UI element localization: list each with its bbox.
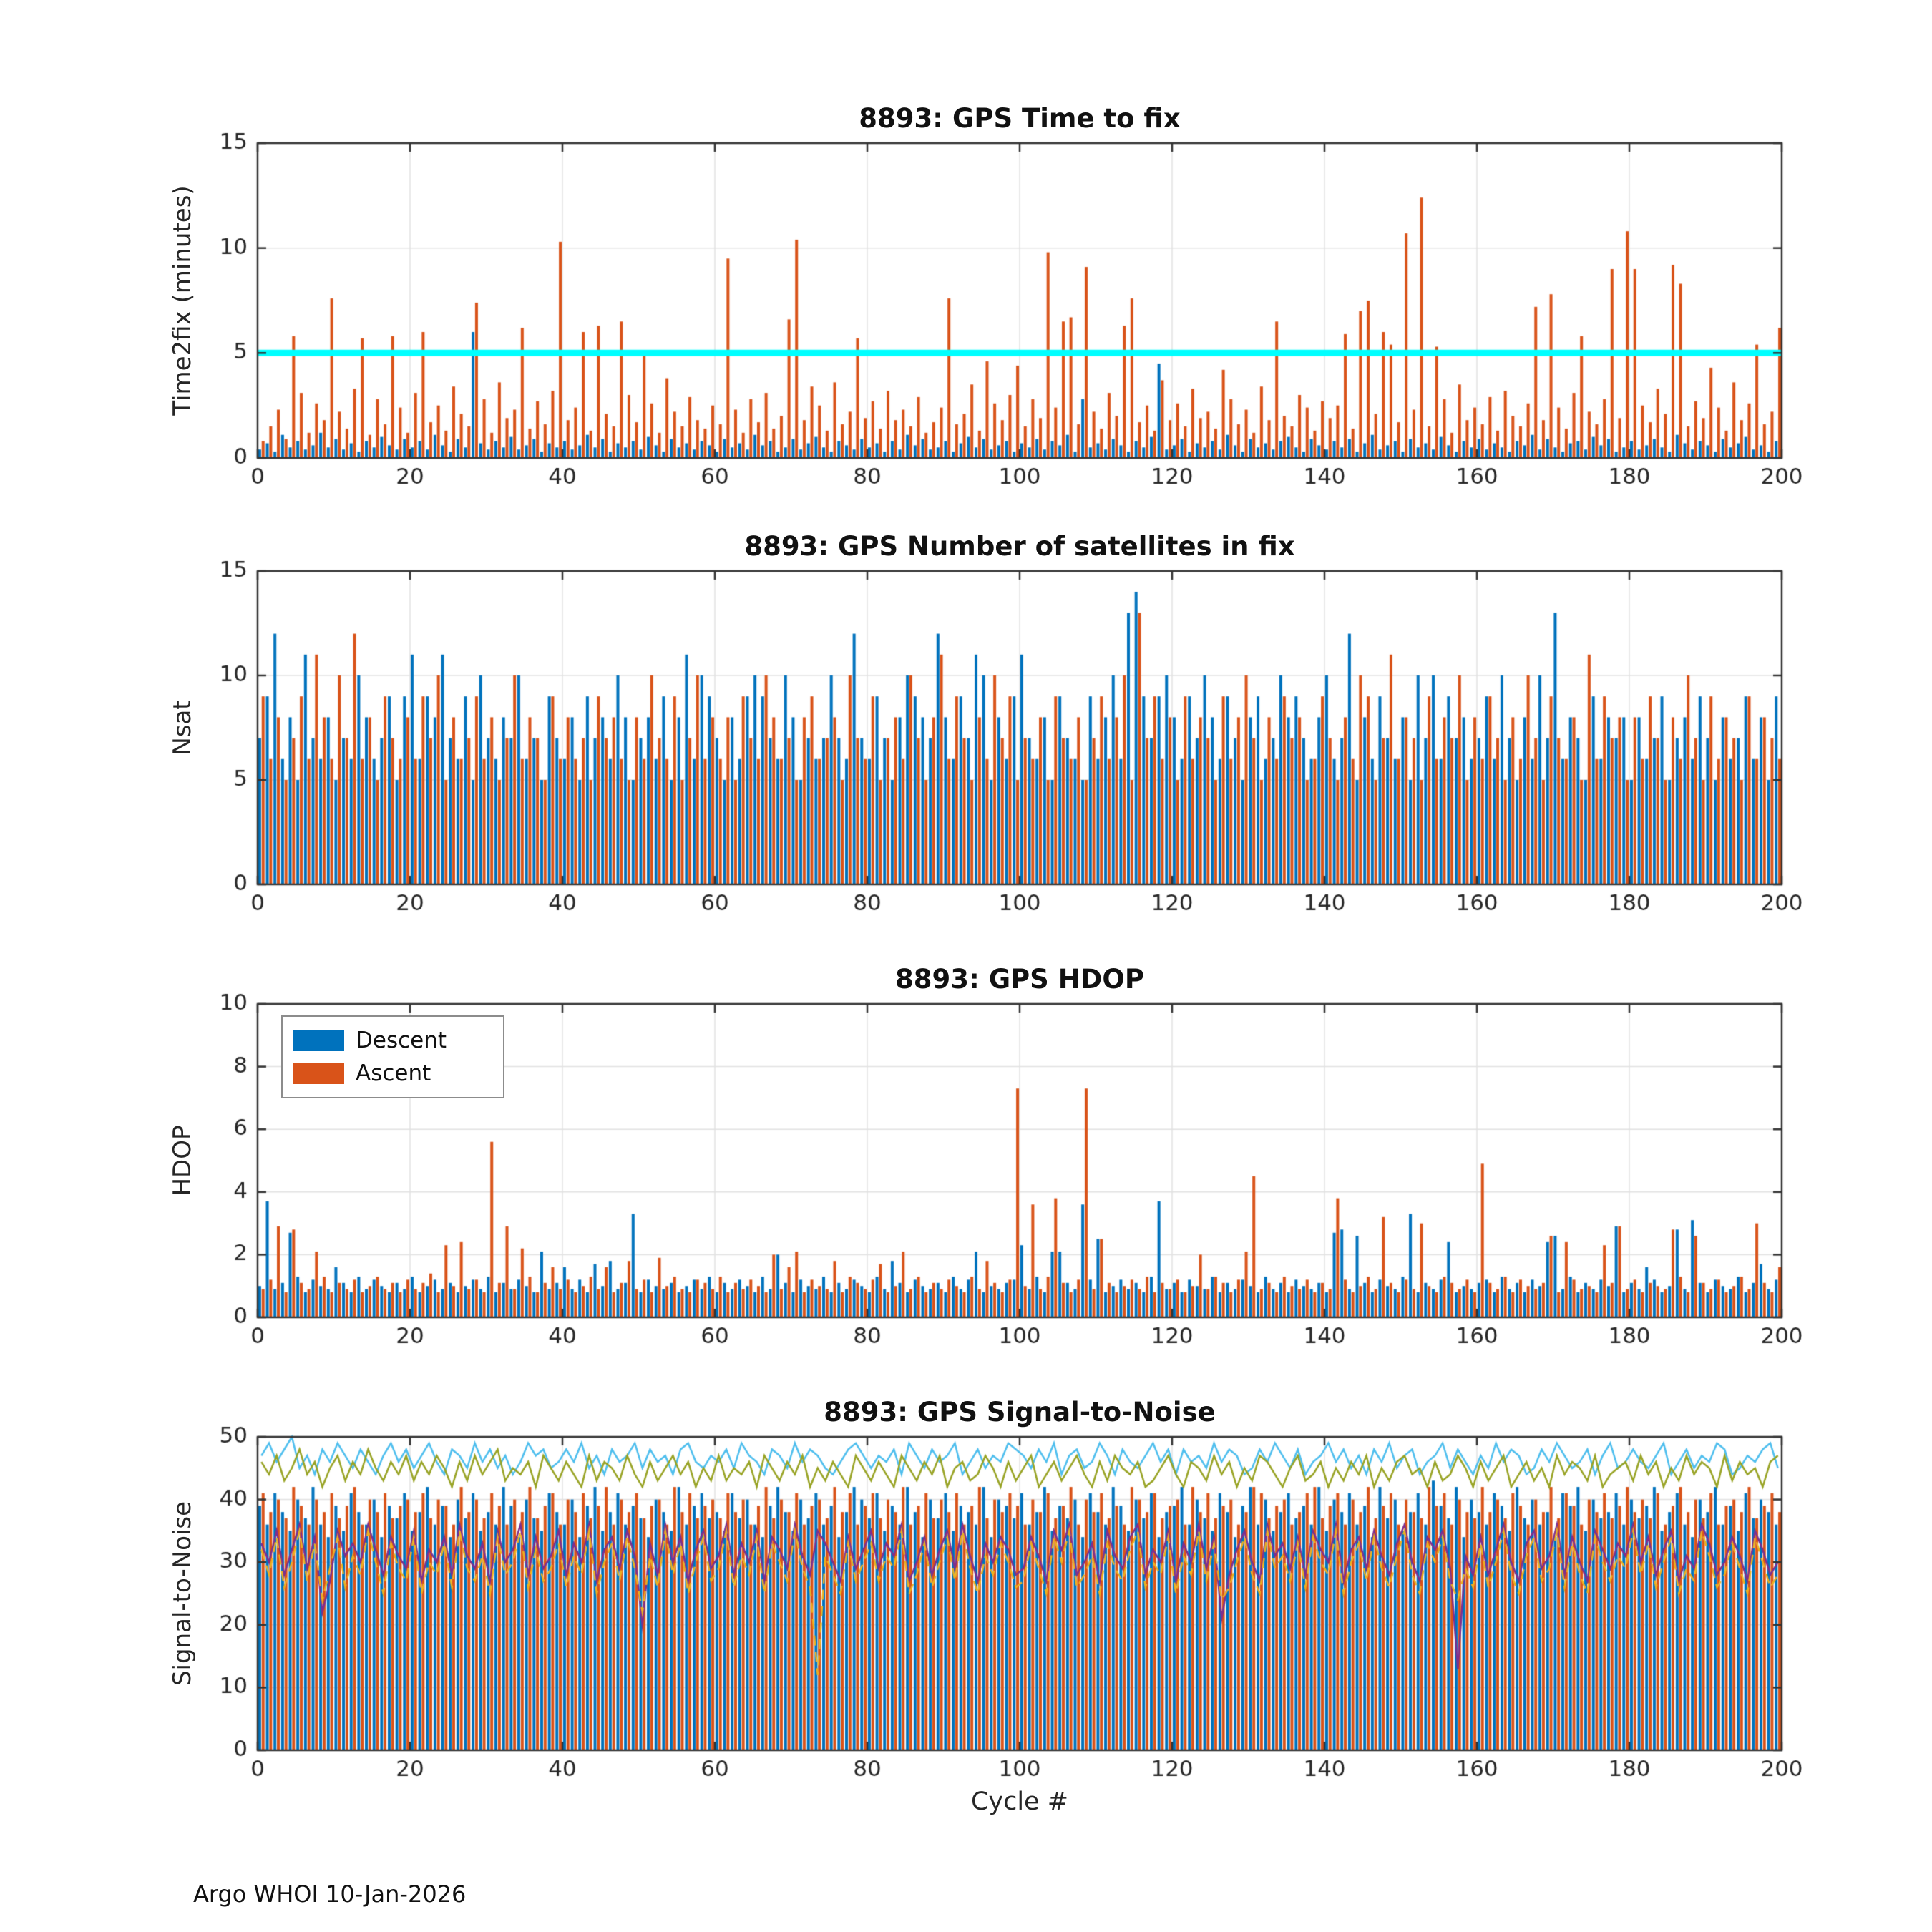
ylabel-nsat: Nsat bbox=[168, 700, 197, 756]
legend-row-ascent: Ascent bbox=[293, 1057, 493, 1090]
ylabel-snr: Signal-to-Noise bbox=[168, 1501, 197, 1687]
legend-ascent-patch bbox=[293, 1063, 344, 1084]
figure-footer: Argo WHOI 10-Jan-2026 bbox=[193, 1880, 467, 1908]
ylabel-time2fix: Time2fix (minutes) bbox=[168, 185, 197, 416]
chart-title-time2fix: 8893: GPS Time to fix bbox=[859, 103, 1181, 134]
chart-title-snr: 8893: GPS Signal-to-Noise bbox=[824, 1397, 1216, 1428]
legend-ascent-label: Ascent bbox=[356, 1060, 431, 1086]
chart-title-hdop: 8893: GPS HDOP bbox=[895, 964, 1144, 995]
ylabel-hdop: HDOP bbox=[168, 1125, 197, 1196]
chart-title-nsat: 8893: GPS Number of satellites in fix bbox=[744, 531, 1295, 562]
legend-descent-label: Descent bbox=[356, 1028, 447, 1053]
legend-box: Descent Ascent bbox=[281, 1015, 504, 1098]
legend-descent-patch bbox=[293, 1030, 344, 1051]
xlabel-cycle: Cycle # bbox=[970, 1787, 1069, 1816]
legend-row-descent: Descent bbox=[293, 1024, 493, 1057]
